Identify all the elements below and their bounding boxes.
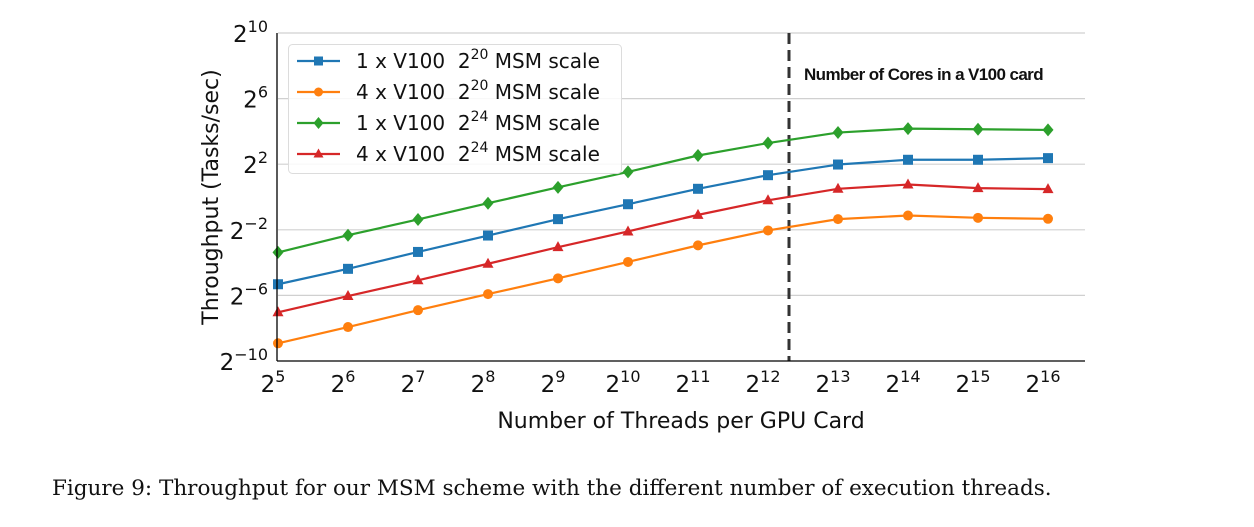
- data-point: [273, 279, 283, 290]
- series-circle: [273, 210, 1053, 349]
- legend-label: 1 x V100 220 MSM scale: [356, 47, 600, 73]
- data-point: [1042, 183, 1054, 194]
- data-point: [343, 322, 353, 333]
- data-point: [902, 122, 914, 136]
- x-tick-label: 212: [746, 367, 781, 398]
- data-point: [412, 274, 424, 285]
- legend-entry: 4 x V100 224 MSM scale: [297, 140, 600, 166]
- data-point: [413, 305, 423, 316]
- data-point: [693, 240, 703, 251]
- figure-caption: Figure 9: Throughput for our MSM scheme …: [52, 476, 1052, 501]
- data-point: [972, 122, 984, 136]
- data-point: [902, 178, 914, 189]
- data-point: [272, 306, 284, 317]
- y-tick-label: 2−6: [230, 279, 268, 310]
- x-tick-label: 29: [541, 367, 566, 398]
- series-line: [277, 157, 1049, 286]
- x-tick-label: 211: [676, 367, 711, 398]
- data-point: [343, 263, 353, 274]
- series-line: [277, 183, 1049, 314]
- legend-entry: 1 x V100 224 MSM scale: [297, 109, 600, 135]
- x-tick-label: 215: [956, 367, 991, 398]
- data-point: [763, 225, 773, 236]
- data-point: [1043, 153, 1053, 164]
- data-point: [313, 117, 324, 129]
- y-tick-label: 22: [243, 148, 268, 179]
- data-point: [342, 290, 354, 301]
- data-point: [622, 225, 634, 236]
- x-axis-title: Number of Threads per GPU Card: [497, 409, 864, 434]
- data-point: [342, 228, 354, 242]
- x-tick-label: 216: [1026, 367, 1061, 398]
- data-point: [313, 148, 324, 158]
- data-point: [973, 212, 983, 223]
- data-point: [762, 194, 774, 205]
- x-tick-labels: 25 26 27 28 29 210 211 212 213 214 215 216: [261, 367, 1061, 398]
- series-group: [272, 122, 1054, 349]
- data-point: [622, 165, 634, 179]
- data-point: [552, 241, 564, 252]
- x-tick-label: 28: [471, 367, 496, 398]
- data-point: [833, 159, 843, 170]
- data-point: [763, 170, 773, 181]
- legend-label: 4 x V100 224 MSM scale: [356, 140, 600, 166]
- data-point: [553, 214, 563, 225]
- data-point: [833, 214, 843, 225]
- series-square: [273, 153, 1053, 290]
- data-point: [903, 154, 913, 165]
- y-tick-label: 2−10: [220, 345, 268, 376]
- data-point: [762, 136, 774, 150]
- data-point: [314, 87, 323, 97]
- data-point: [832, 126, 844, 140]
- x-tick-label: 26: [331, 367, 356, 398]
- x-tick-label: 214: [886, 367, 921, 398]
- data-point: [273, 338, 283, 349]
- data-point: [972, 182, 984, 193]
- data-point: [483, 230, 493, 241]
- data-point: [623, 256, 633, 267]
- x-tick-label: 25: [261, 367, 286, 398]
- data-point: [483, 289, 493, 300]
- data-point: [832, 182, 844, 193]
- x-tick-label: 27: [401, 367, 426, 398]
- data-point: [553, 273, 563, 284]
- y-axis-title: Throughput (Tasks/sec): [199, 69, 224, 325]
- legend-label: 1 x V100 224 MSM scale: [356, 109, 600, 135]
- data-point: [693, 183, 703, 194]
- legend-entry: 1 x V100 220 MSM scale: [297, 47, 600, 73]
- data-point: [314, 56, 323, 66]
- axes: [276, 33, 1085, 362]
- y-tick-label: 26: [243, 83, 268, 114]
- series-line: [277, 214, 1049, 345]
- data-point: [973, 154, 983, 165]
- legend: 1 x V100 220 MSM scale 4 x V100 220 MSM s…: [288, 44, 622, 174]
- data-point: [482, 257, 494, 268]
- data-point: [1042, 123, 1054, 137]
- data-point: [552, 180, 564, 194]
- data-point: [692, 149, 704, 163]
- data-point: [692, 208, 704, 219]
- data-point: [623, 199, 633, 210]
- data-point: [1043, 213, 1053, 224]
- series-diamond: [272, 122, 1054, 259]
- y-tick-label: 210: [233, 17, 268, 48]
- legend-entry: 4 x V100 220 MSM scale: [297, 78, 600, 104]
- y-tick-label: 2−2: [230, 214, 268, 245]
- series-line: [277, 127, 1049, 254]
- y-tick-labels: 2−10 2−6 2−2 22 26 210: [220, 17, 268, 376]
- data-point: [412, 212, 424, 226]
- data-point: [903, 210, 913, 221]
- legend-box: [288, 44, 622, 174]
- data-point: [482, 196, 494, 210]
- vline-annotation: Number of Cores in a V100 card: [804, 65, 1043, 84]
- x-tick-label: 213: [816, 367, 851, 398]
- series-triangle: [272, 178, 1054, 317]
- x-tick-label: 210: [606, 367, 641, 398]
- data-point: [413, 246, 423, 257]
- legend-label: 4 x V100 220 MSM scale: [356, 78, 600, 104]
- data-point: [272, 245, 284, 259]
